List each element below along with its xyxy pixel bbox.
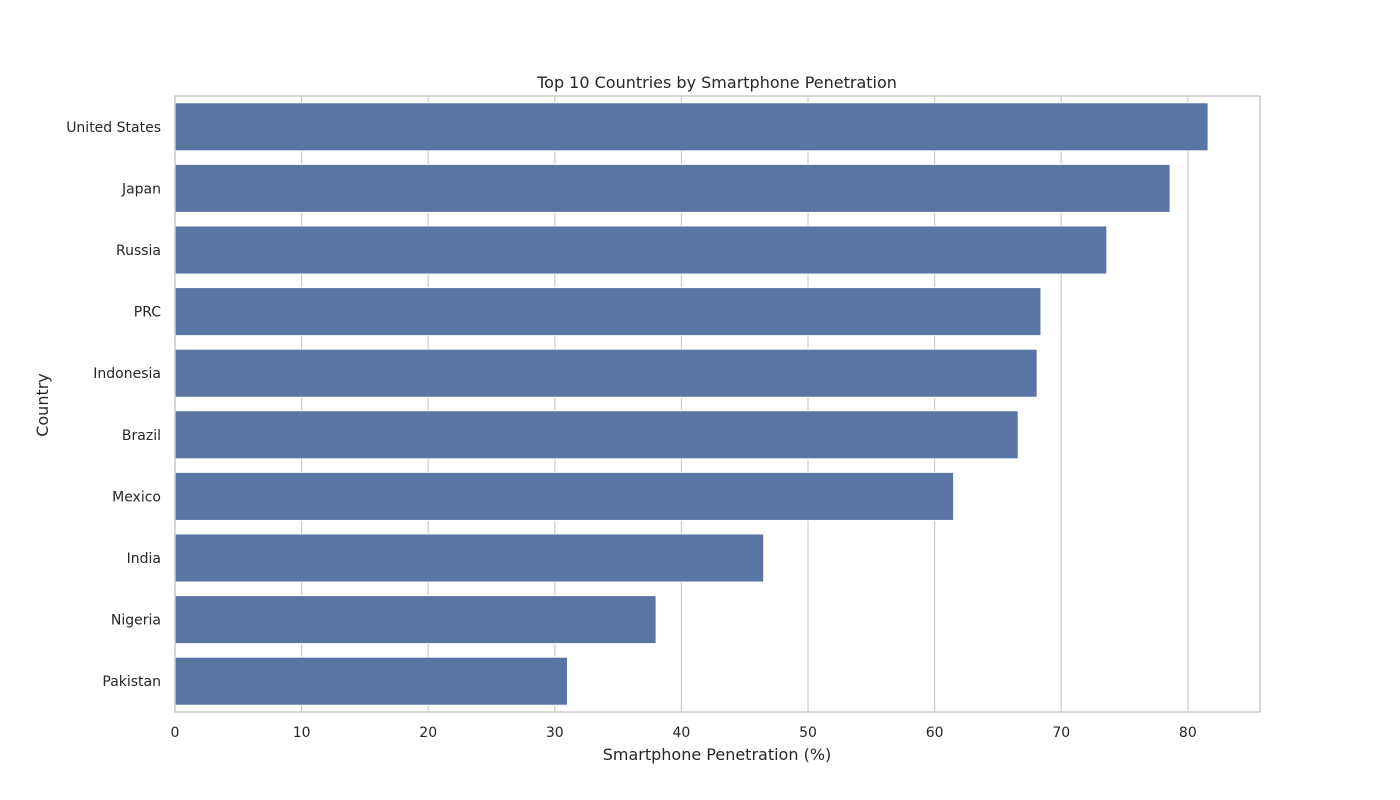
bar-indonesia [175, 349, 1037, 397]
y-tick-label: Mexico [112, 489, 161, 505]
y-tick-label: Indonesia [93, 366, 161, 382]
y-tick-label: Pakistan [102, 674, 161, 690]
x-tick-labels: 0 10 20 30 40 50 60 70 80 [171, 725, 1197, 741]
y-tick-label: United States [66, 120, 161, 136]
x-tick-label: 10 [293, 725, 311, 741]
y-tick-labels: United States Japan Russia PRC Indonesia Braz… [66, 120, 161, 690]
bar-prc [175, 288, 1041, 336]
bar-pakistan [175, 657, 567, 705]
y-tick-label: Russia [116, 243, 161, 259]
x-tick-label: 40 [673, 725, 691, 741]
bars [175, 103, 1208, 705]
x-tick-label: 70 [1052, 725, 1070, 741]
chart-title: Top 10 Countries by Smartphone Penetrati… [536, 73, 897, 92]
bar-russia [175, 226, 1107, 274]
y-tick-label: Japan [121, 181, 161, 197]
bar-india [175, 534, 764, 582]
bar-mexico [175, 472, 954, 520]
bar-japan [175, 164, 1170, 212]
x-tick-label: 30 [546, 725, 564, 741]
y-tick-label: Brazil [122, 428, 161, 444]
y-tick-label: India [127, 551, 161, 567]
y-axis-label: Country [33, 373, 52, 437]
x-tick-label: 60 [926, 725, 944, 741]
bar-united-states [175, 103, 1208, 151]
x-tick-label: 50 [799, 725, 817, 741]
y-tick-label: Nigeria [111, 613, 161, 629]
bar-brazil [175, 411, 1018, 459]
x-tick-label: 20 [419, 725, 437, 741]
x-tick-label: 80 [1179, 725, 1197, 741]
y-tick-label: PRC [134, 305, 161, 321]
x-axis-label: Smartphone Penetration (%) [603, 745, 832, 764]
bar-nigeria [175, 596, 656, 644]
x-tick-label: 0 [171, 725, 180, 741]
